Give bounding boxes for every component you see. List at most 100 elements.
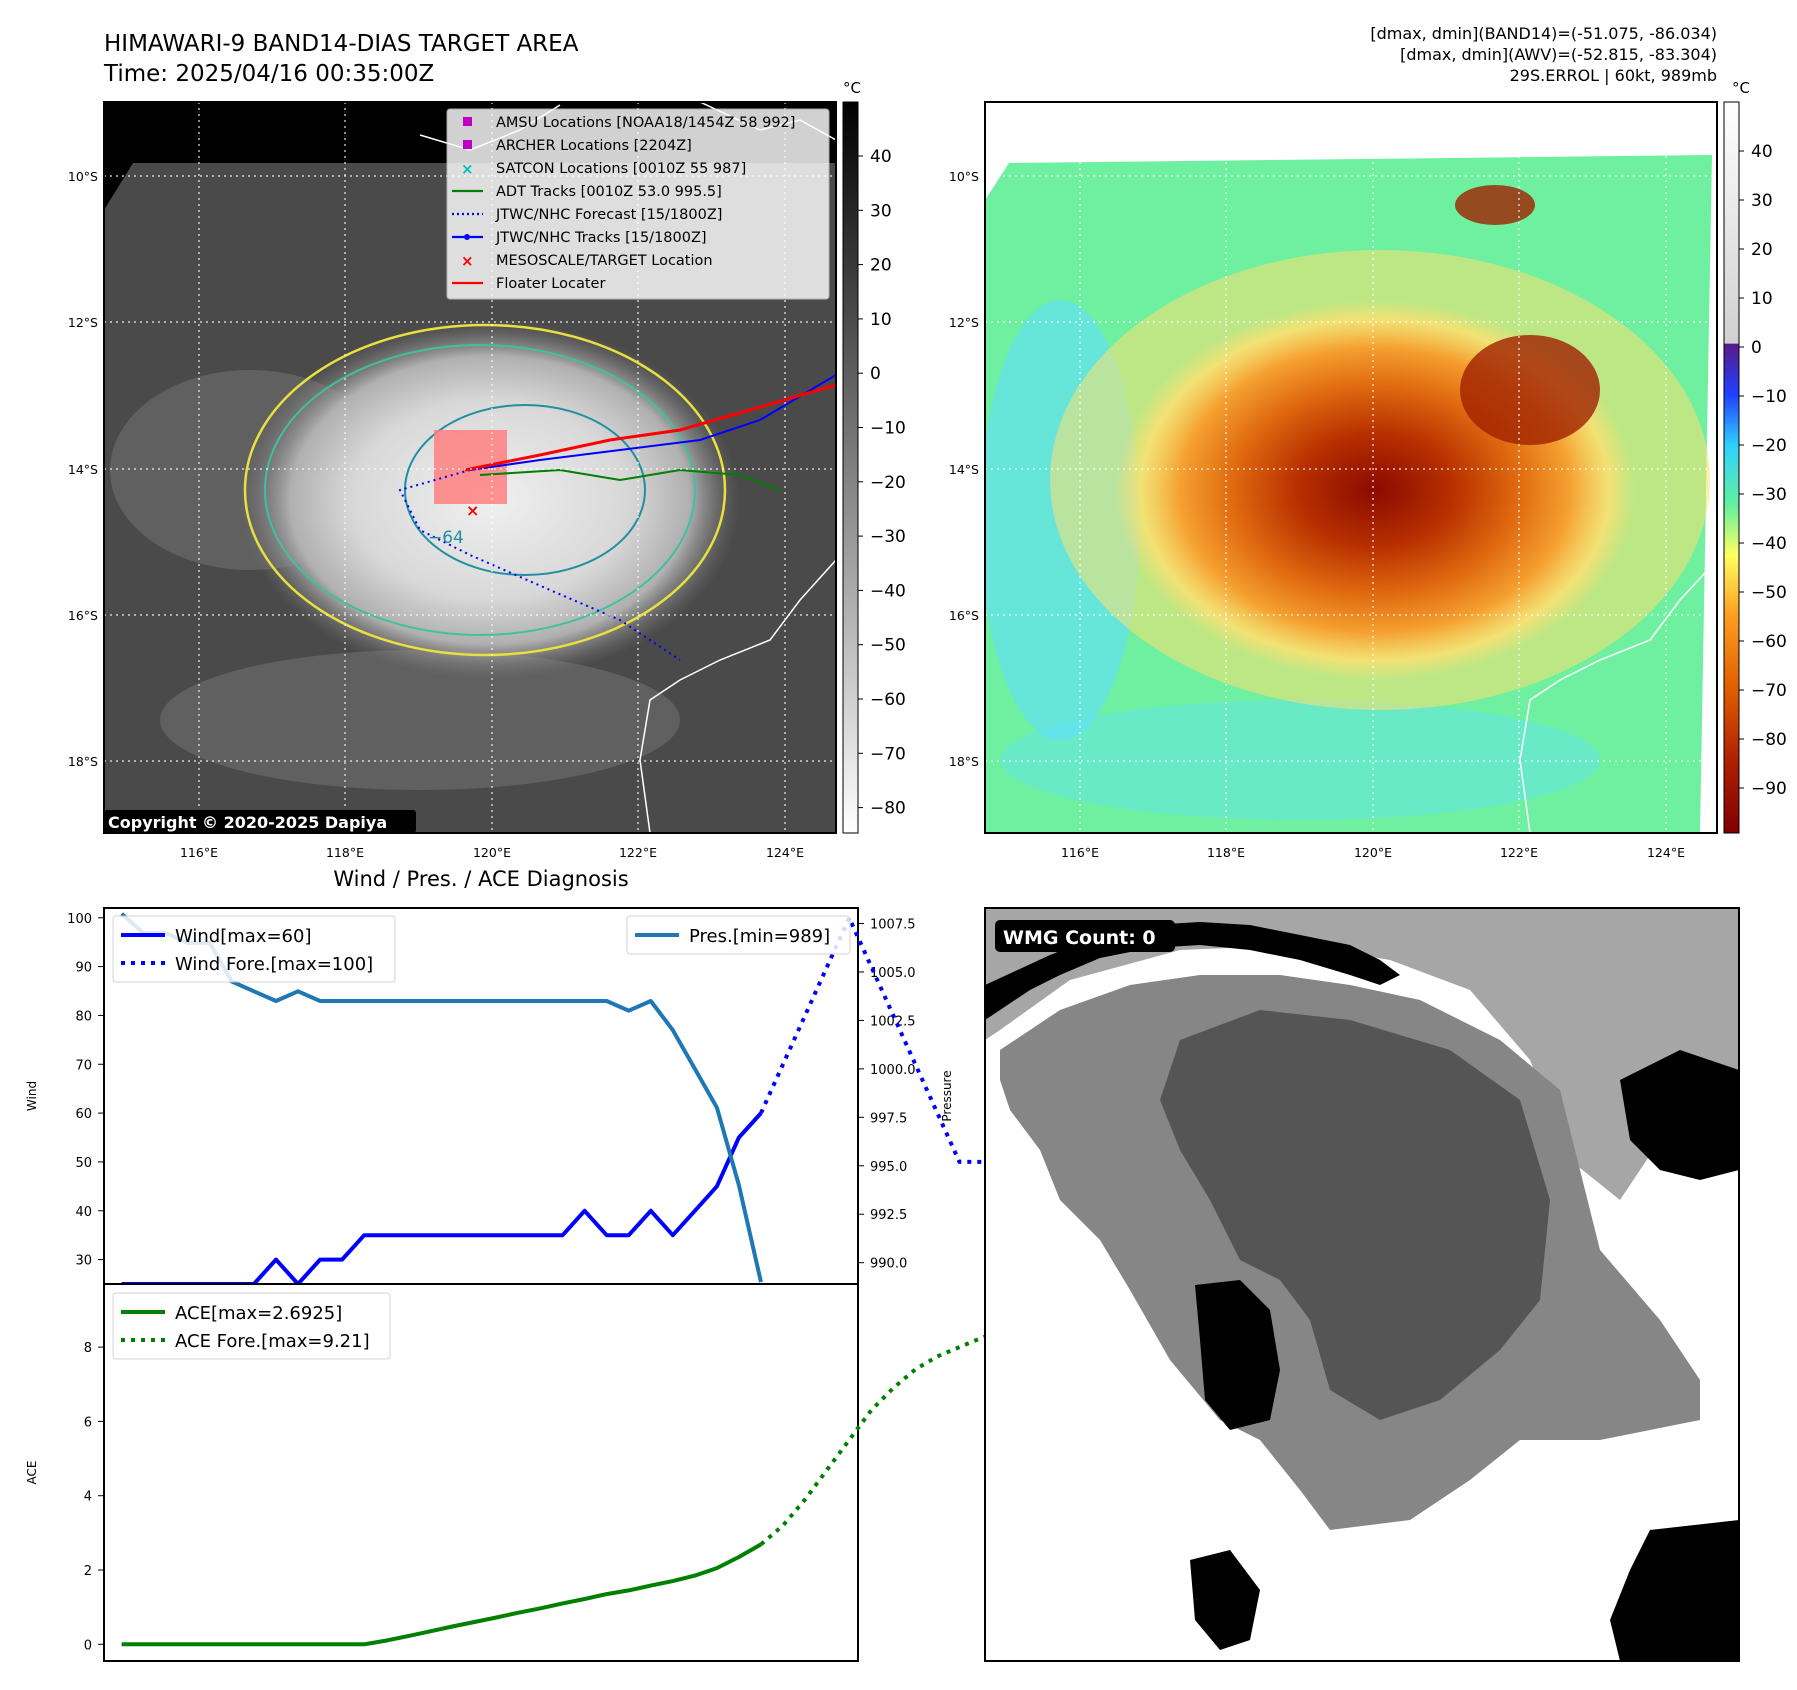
y-tick-label: 0 [84, 1638, 92, 1653]
colorbar-tick-label: −30 [870, 527, 906, 547]
chart-legend-label: Wind[max=60] [175, 926, 312, 947]
colorbar-tick-label: −80 [870, 799, 906, 819]
colorbar-tick-label: 30 [870, 201, 892, 221]
legend-entry: AMSU Locations [NOAA18/1454Z 58 992] [463, 115, 795, 131]
enh-panel-frame [984, 101, 1718, 834]
latitude-label: 18°S [949, 754, 979, 769]
latitude-label: 18°S [68, 754, 98, 769]
enh-colorbar-ticks: 40 30 20 10 0 −10 −20 −30 −40 −50 −60 −70 −80 −90 [1739, 142, 1787, 799]
ir-legend-box [446, 108, 830, 300]
wmg-count-label: WMG Count: 0 [1003, 927, 1156, 949]
legend-marker-square [463, 117, 472, 126]
colorbar-tick-label: −60 [1751, 632, 1787, 652]
ir-contour-inner [404, 404, 646, 576]
colorbar-tick-label: −60 [870, 690, 906, 710]
ir-legend: AMSU Locations [NOAA18/1454Z 58 992] ARCH… [446, 108, 830, 300]
legend-marker-x: × [461, 160, 474, 178]
colorbar-tick-label: 30 [1751, 191, 1773, 211]
chart-legend-box [112, 1292, 391, 1360]
legend-entry: JTWC/NHC Tracks [15/1800Z] [452, 230, 707, 246]
legend-entry: Floater Locater [452, 276, 605, 292]
y-tick-label: 2 [84, 1564, 92, 1579]
chart-legend-label: Wind Fore.[max=100] [175, 954, 373, 975]
y-tick-label: 90 [75, 961, 92, 976]
colorbar-tick-label: −10 [1751, 387, 1787, 407]
legend-entry: JTWC/NHC Forecast [15/1800Z] [452, 207, 722, 223]
wmg-black-southeast [1610, 1520, 1739, 1661]
wmg-black-south [1190, 1550, 1260, 1650]
wmg-dark-core [1160, 1010, 1550, 1420]
enh-gridlines [985, 102, 1717, 833]
legend-entry: ARCHER Locations [2204Z] [463, 138, 692, 154]
y2-tick-label: 1000.0 [870, 1063, 916, 1078]
figure-time: Time: 2025/04/16 00:35:00Z [103, 61, 434, 87]
longitude-label: 124°E [1647, 845, 1685, 860]
map-axis-ticks: 116°E 118°E 120°E 122°E 124°E 10°S 12°S 14°S 16°… [68, 169, 1685, 860]
latitude-label: 10°S [68, 169, 98, 184]
chart-legend-label: Pres.[min=989] [689, 926, 830, 947]
chart-legend-label: ACE Fore.[max=9.21] [175, 1331, 370, 1352]
y2-tick-label: 1002.5 [870, 1014, 916, 1029]
chart-legend-box [112, 915, 396, 983]
chart-legend-box [626, 915, 851, 955]
wmg-black-west [1195, 1280, 1280, 1430]
enh-north-cell [1455, 185, 1535, 225]
y2-tick-label: 992.5 [870, 1208, 907, 1223]
enh-cool-region-south [1000, 700, 1600, 820]
longitude-label: 120°E [473, 845, 511, 860]
ir-contour-mid [264, 344, 696, 636]
ir-colorbar-unit: °C [843, 79, 861, 97]
jtwc-forecast-track [398, 469, 681, 661]
legend-entry: ADT Tracks [0010Z 53.0 995.5] [452, 184, 722, 200]
colorbar-tick-label: −50 [870, 636, 906, 656]
legend-entry: × MESOSCALE/TARGET Location [461, 252, 713, 270]
ir-panel-frame [103, 101, 837, 834]
colorbar-tick-label: −40 [1751, 534, 1787, 554]
jtwc-past-track [469, 374, 836, 471]
latitude-label: 16°S [949, 608, 979, 623]
y-tick-label: 80 [75, 1009, 92, 1024]
y-tick-label: 50 [75, 1156, 92, 1171]
longitude-label: 122°E [619, 845, 657, 860]
floater-locater-track [464, 383, 836, 472]
ir-coastline [639, 559, 836, 833]
longitude-label: 124°E [766, 845, 804, 860]
longitude-label: 118°E [326, 845, 364, 860]
y-tick-label: 30 [75, 1254, 92, 1269]
colorbar-tick-label: −70 [1751, 681, 1787, 701]
colorbar-tick-label: 0 [1751, 338, 1762, 358]
latitude-label: 14°S [949, 462, 979, 477]
colorbar-tick-label: −70 [870, 744, 906, 764]
y2-tick-label: 995.0 [870, 1160, 907, 1175]
colorbar-tick-label: −10 [870, 419, 906, 439]
y-tick-label: 60 [75, 1107, 92, 1122]
ir-satellite-panel: −64 × AMSU Locations [NOAA18/1454Z 58 99… [103, 79, 906, 834]
colorbar-tick-label: −30 [1751, 485, 1787, 505]
legend-marker-square [463, 140, 472, 149]
colorbar-tick-label: 10 [870, 310, 892, 330]
colorbar-tick-label: −40 [870, 581, 906, 601]
wmg-black-east [1620, 1050, 1739, 1180]
y-tick-label: 40 [75, 1205, 92, 1220]
y2-axis-label: Pressure [940, 1070, 954, 1121]
colorbar-tick-label: −20 [1751, 436, 1787, 456]
wmg-panel-frame [984, 907, 1740, 1662]
adt-track [479, 468, 781, 491]
y2-tick-label: 990.0 [870, 1257, 907, 1272]
colorbar-tick-label: 20 [1751, 240, 1773, 260]
copyright-badge [104, 810, 416, 833]
latitude-label: 16°S [68, 608, 98, 623]
legend-marker-dot [464, 234, 470, 240]
latitude-label: 10°S [949, 169, 979, 184]
colorbar-tick-label: 20 [870, 256, 892, 276]
ir-contour-outer [243, 323, 727, 657]
y-tick-label: 100 [67, 912, 92, 927]
colorbar-tick-label: −50 [1751, 583, 1787, 603]
colorbar-tick-label: −90 [1751, 779, 1787, 799]
latitude-label: 12°S [949, 315, 979, 330]
info-line-band14: [dmax, dmin](BAND14)=(-51.075, -86.034) [1370, 24, 1717, 43]
colorbar-tick-label: −80 [1751, 730, 1787, 750]
ir-colorbar-ticks: 40 30 20 10 0 −10 −20 −30 −40 −50 −60 −70 −80 [858, 147, 906, 819]
wmg-panel: WMG Count: 0 [984, 907, 1740, 1662]
